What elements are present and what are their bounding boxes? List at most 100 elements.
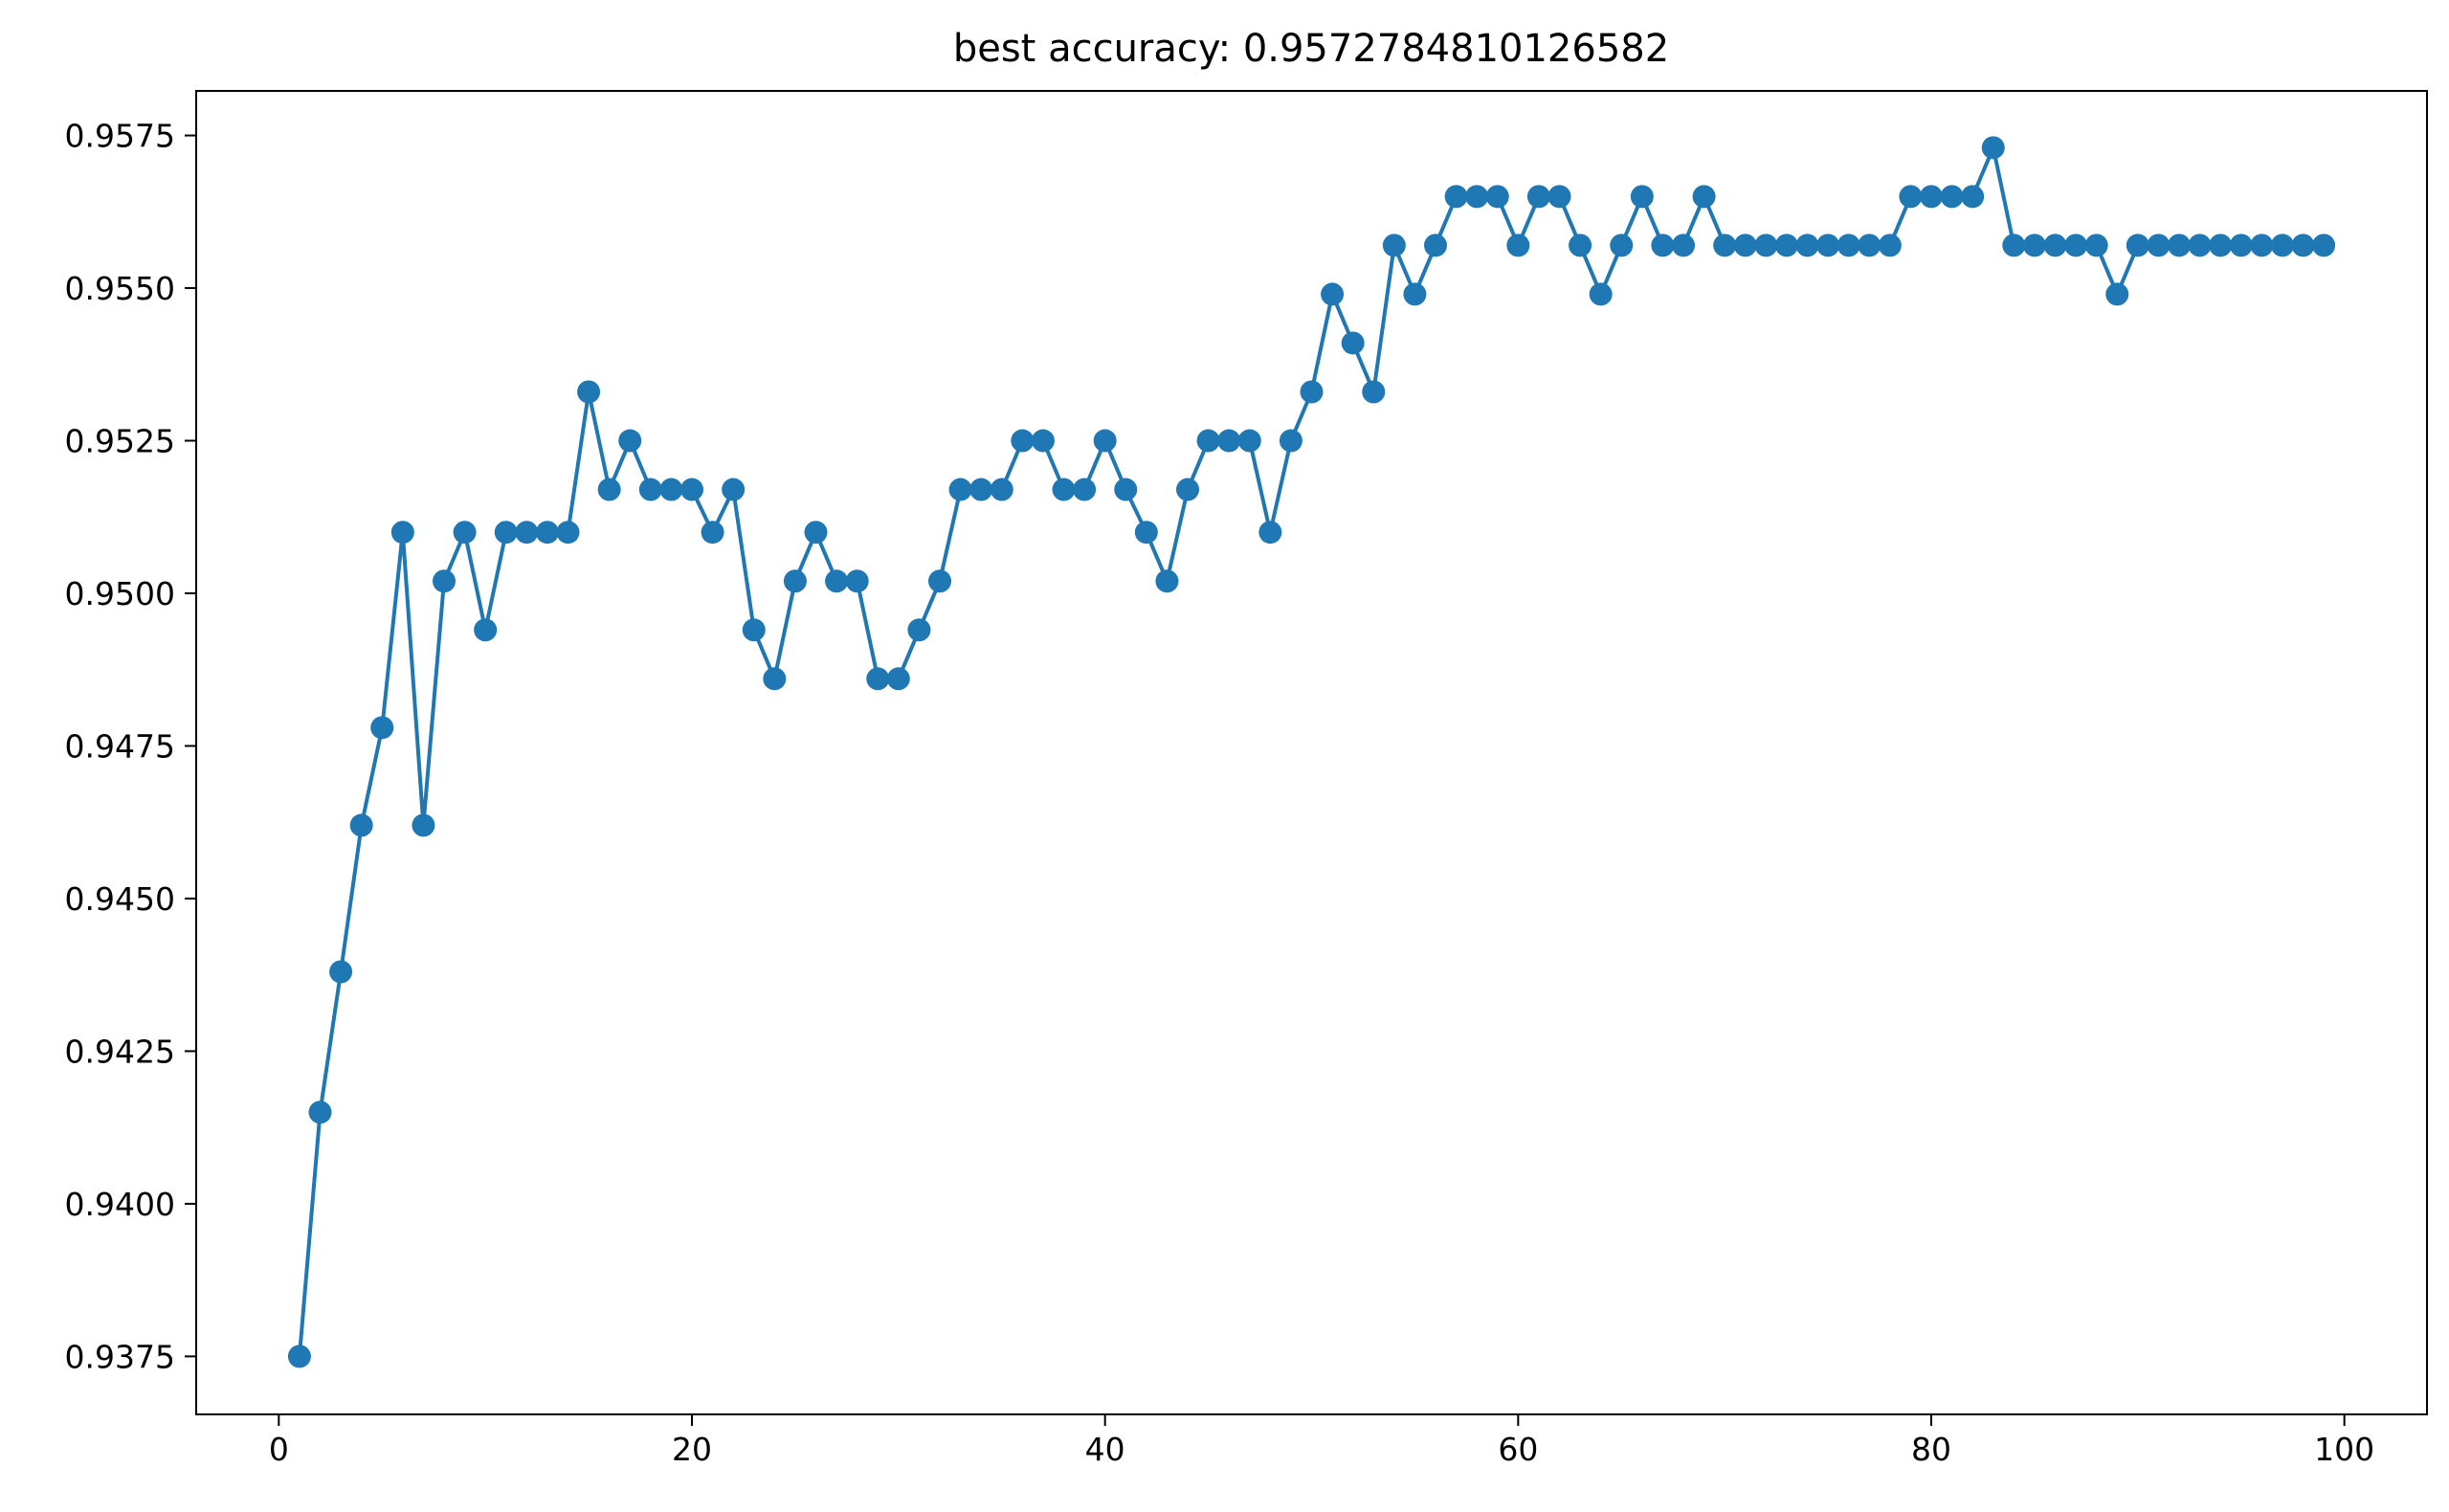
data-point — [1547, 185, 1571, 209]
data-point — [1837, 233, 1860, 257]
data-point — [2188, 233, 2212, 257]
data-point — [928, 569, 951, 593]
data-point — [1816, 233, 1840, 257]
data-point — [453, 521, 477, 545]
data-point — [1981, 136, 2005, 160]
data-point — [1589, 282, 1613, 306]
data-point — [1899, 185, 1923, 209]
data-point — [308, 1101, 332, 1124]
data-point — [494, 521, 518, 545]
data-point — [2002, 233, 2026, 257]
data-point — [1713, 233, 1737, 257]
data-point — [1073, 478, 1097, 501]
data-point — [2250, 233, 2274, 257]
data-point — [659, 478, 683, 501]
data-point — [1052, 478, 1076, 501]
data-point — [866, 667, 890, 691]
data-point — [577, 380, 601, 404]
plot-area — [287, 136, 2336, 1368]
data-point — [825, 569, 849, 593]
data-point — [1506, 233, 1530, 257]
x-tick-label: 100 — [2314, 1431, 2374, 1468]
data-point — [1485, 185, 1509, 209]
data-point — [1526, 185, 1550, 209]
data-point — [845, 569, 869, 593]
data-point — [1011, 429, 1035, 453]
data-point — [2084, 233, 2108, 257]
data-point — [1920, 185, 1943, 209]
data-point — [1114, 478, 1138, 501]
data-point — [1444, 185, 1468, 209]
data-point — [1155, 569, 1179, 593]
data-point — [1093, 429, 1117, 453]
data-point — [1424, 233, 1447, 257]
data-point — [1940, 185, 1964, 209]
data-point — [804, 521, 828, 545]
data-point — [701, 521, 724, 545]
data-point — [1279, 429, 1302, 453]
data-point — [907, 618, 931, 642]
data-point — [2312, 233, 2336, 257]
data-point — [2126, 233, 2149, 257]
data-point — [1878, 233, 1902, 257]
x-tick-label: 40 — [1085, 1431, 1125, 1468]
y-tick-label: 0.9425 — [65, 1033, 175, 1070]
y-tick-label: 0.9375 — [65, 1338, 175, 1375]
data-point — [1196, 429, 1220, 453]
data-point — [1651, 233, 1675, 257]
data-point — [722, 478, 746, 501]
x-tick-label: 0 — [269, 1431, 289, 1468]
data-point — [886, 667, 910, 691]
x-tick-label: 60 — [1498, 1431, 1538, 1468]
data-point — [370, 716, 394, 740]
data-point — [349, 813, 373, 837]
data-point — [556, 521, 580, 545]
data-point — [597, 478, 621, 501]
data-point — [1176, 478, 1199, 501]
y-tick-label: 0.9500 — [65, 575, 175, 612]
y-tick-label: 0.9475 — [65, 727, 175, 765]
y-tick-label: 0.9575 — [65, 118, 175, 155]
data-point — [412, 813, 435, 837]
data-point — [1300, 380, 1324, 404]
data-point — [1362, 380, 1386, 404]
data-point — [1403, 282, 1427, 306]
data-point — [1382, 233, 1406, 257]
data-point — [1961, 185, 1985, 209]
data-point — [433, 569, 456, 593]
data-point — [1134, 521, 1158, 545]
data-point — [990, 478, 1013, 501]
data-point — [1237, 429, 1261, 453]
data-point — [1672, 233, 1695, 257]
data-point — [1754, 233, 1778, 257]
data-point — [474, 618, 498, 642]
data-point — [2147, 233, 2171, 257]
data-point — [948, 478, 972, 501]
data-point — [1569, 233, 1592, 257]
x-tick-label: 20 — [672, 1431, 712, 1468]
data-point — [390, 521, 414, 545]
x-tick-label: 80 — [1911, 1431, 1951, 1468]
data-point — [680, 478, 703, 501]
data-point — [1795, 233, 1819, 257]
data-point — [638, 478, 662, 501]
data-point — [2291, 233, 2315, 257]
data-point — [2270, 233, 2294, 257]
data-point — [2043, 233, 2067, 257]
data-point — [2022, 233, 2046, 257]
data-point — [763, 667, 787, 691]
data-point — [1031, 429, 1055, 453]
data-point — [1733, 233, 1757, 257]
data-point — [742, 618, 766, 642]
data-point — [1610, 233, 1634, 257]
axes-frame — [195, 90, 2428, 1415]
data-point — [2105, 282, 2129, 306]
data-point — [1341, 331, 1365, 355]
data-point — [1217, 429, 1241, 453]
data-point — [2209, 233, 2233, 257]
axis-ticks: 0 20 40 60 80 100 0.9375 0.9400 0.9425 0.9450 0.94… — [65, 118, 2375, 1468]
data-point — [1774, 233, 1798, 257]
data-point — [618, 429, 642, 453]
